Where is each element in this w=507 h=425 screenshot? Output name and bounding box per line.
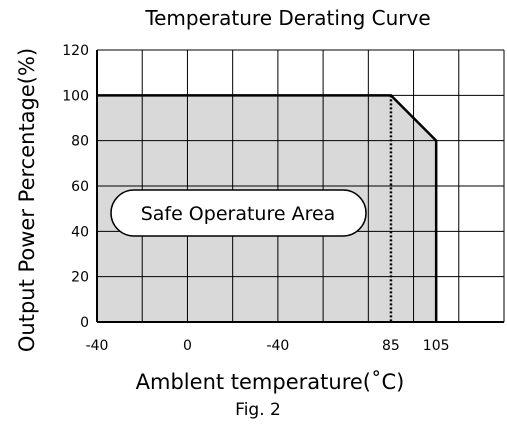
safe-area-label: Safe Operature Area: [141, 203, 336, 225]
y-tick-label: 80: [71, 134, 89, 150]
y-tick-label: 100: [62, 88, 89, 104]
x-tick-label: -40: [266, 338, 289, 354]
x-tick-label: 105: [423, 338, 450, 354]
x-tick-labels: -40 0 -40 85 105: [86, 338, 450, 354]
y-tick-label: 60: [71, 179, 89, 195]
x-axis-label: Amblent temperature(˚C): [136, 370, 405, 394]
x-tick-label: 0: [183, 338, 192, 354]
y-axis-label: Output Power Percentage(%): [15, 48, 39, 352]
y-tick-label: 0: [80, 315, 89, 331]
y-tick-label: 40: [71, 224, 89, 240]
x-tick-label: -40: [86, 338, 109, 354]
derating-curve: [97, 94, 438, 322]
figure-caption: Fig. 2: [235, 400, 281, 420]
y-tick-label: 20: [71, 270, 89, 286]
y-tick-labels: 0 20 40 60 80 100 120: [62, 43, 89, 331]
x-tick-label: 85: [382, 338, 400, 354]
y-tick-label: 120: [62, 43, 89, 59]
safe-area-callout-box: [110, 189, 367, 237]
chart-title: Temperature Derating Curve: [144, 6, 430, 30]
safe-area-callout: Safe Operature Area: [110, 189, 367, 237]
plot-area: [96, 49, 505, 323]
